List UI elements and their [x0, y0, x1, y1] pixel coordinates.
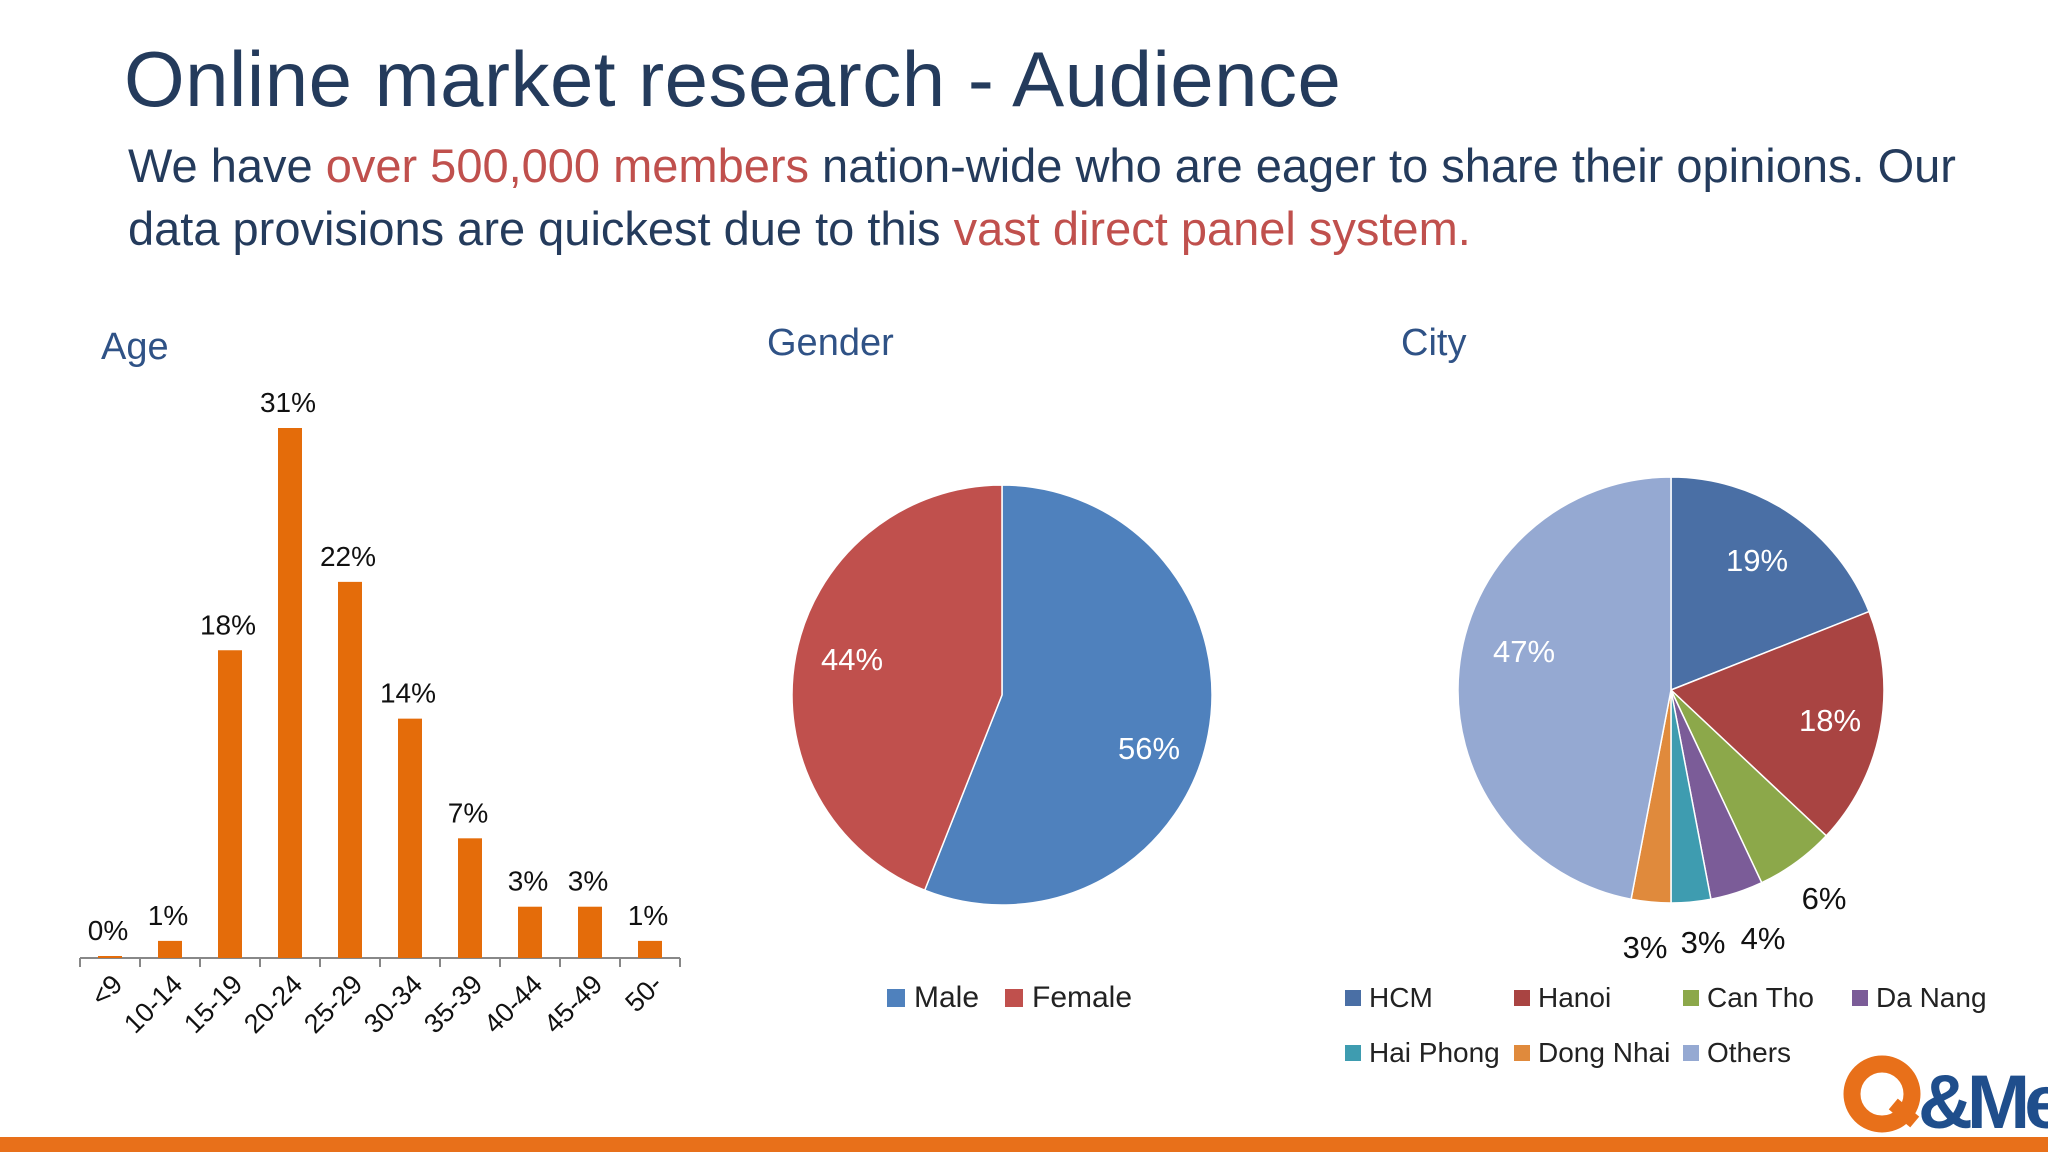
logo-lettering: &Me — [1843, 1055, 2048, 1136]
city-legend-swatch-hcm — [1345, 990, 1361, 1006]
gender-legend-label-male: Male — [914, 981, 979, 1014]
age-data-label: 1% — [148, 900, 188, 931]
age-bar-30-34 — [398, 718, 422, 958]
gender-data-label: 44% — [821, 642, 883, 677]
city-legend-swatch-hai-phong — [1345, 1045, 1361, 1061]
city-slice-hcm — [1670, 476, 1871, 692]
city-legend-swatch-can-tho — [1683, 990, 1699, 1006]
city-data-label: 18% — [1799, 703, 1861, 738]
city-data-label: 4% — [1741, 921, 1786, 956]
age-bar-25-29 — [338, 581, 362, 958]
age-data-label: 22% — [320, 541, 376, 572]
age-data-label: 1% — [628, 900, 668, 931]
gender-legend-swatch-female — [1005, 989, 1023, 1007]
city-data-label: 6% — [1802, 881, 1847, 916]
age-data-label: 3% — [568, 866, 608, 897]
gender-legend-swatch-male — [887, 989, 905, 1007]
age-tick-label: 15-19 — [178, 969, 248, 1039]
age-tick-label: 45-49 — [538, 969, 608, 1039]
age-tick-label: 20-24 — [238, 969, 308, 1039]
gender-chart-title: Gender — [767, 322, 894, 364]
age-bar-50- — [638, 940, 662, 958]
gender-legend-label-female: Female — [1032, 981, 1132, 1014]
gender-slice-female — [791, 484, 1003, 892]
gender-slice-male — [923, 484, 1213, 906]
city-legend-swatch-others — [1683, 1045, 1699, 1061]
age-data-label: 31% — [260, 387, 316, 418]
city-data-label: 19% — [1726, 543, 1788, 578]
gender-data-label: 56% — [1118, 731, 1180, 766]
subtitle-text-2: nation-wide who are eager to share their… — [128, 139, 1956, 255]
city-chart-title: City — [1401, 322, 1467, 364]
age-bar-20-24 — [278, 428, 302, 958]
city-legend-label-hanoi: Hanoi — [1538, 982, 1611, 1013]
city-legend-label-dong-nhai: Dong Nhai — [1538, 1037, 1670, 1068]
city-legend-swatch-dong-nhai — [1514, 1045, 1530, 1061]
age-bar-40-44 — [518, 906, 542, 958]
age-bar-10-14 — [158, 940, 182, 958]
city-legend-label-others: Others — [1707, 1037, 1791, 1068]
city-legend-label-hai-phong: Hai Phong — [1369, 1037, 1500, 1068]
city-legend-label-hcm: HCM — [1369, 982, 1433, 1013]
age-tick-label: 10-14 — [118, 969, 188, 1039]
city-slice-others — [1457, 476, 1672, 901]
age-bar-45-49 — [578, 906, 602, 958]
age-data-label: 3% — [508, 866, 548, 897]
q-and-me-logo: &Me — [1842, 1050, 2048, 1136]
city-legend-swatch-da-nang — [1852, 990, 1868, 1006]
age-tick-label: 30-34 — [358, 969, 428, 1039]
page-title: Online market research - Audience — [124, 35, 1342, 123]
age-bar-35-39 — [458, 838, 482, 958]
age-tick-label: <9 — [85, 969, 128, 1012]
city-legend-label-da-nang: Da Nang — [1876, 982, 1987, 1013]
city-data-label: 47% — [1493, 634, 1555, 669]
city-data-label: 3% — [1623, 930, 1668, 965]
subtitle-highlight-members: over 500,000 members — [325, 139, 809, 192]
age-tick-label: 50- — [619, 969, 668, 1018]
age-data-label: 18% — [200, 609, 256, 640]
age-data-label: 0% — [88, 915, 128, 946]
city-legend-label-can-tho: Can Tho — [1707, 982, 1814, 1013]
age-tick-label: 35-39 — [418, 969, 488, 1039]
city-legend-swatch-hanoi — [1514, 990, 1530, 1006]
age-tick-label: 25-29 — [298, 969, 368, 1039]
bottom-accent-bar — [0, 1137, 2048, 1152]
age-chart-title: Age — [101, 326, 169, 368]
svg-text:&Me: &Me — [1918, 1060, 2048, 1136]
subtitle-highlight-panel: vast direct panel system. — [953, 202, 1471, 255]
age-bar-15-19 — [218, 650, 242, 958]
age-data-label: 14% — [380, 678, 436, 709]
city-slice-hanoi — [1669, 610, 1885, 837]
city-data-label: 3% — [1681, 925, 1726, 960]
age-data-label: 7% — [448, 797, 488, 828]
subtitle-text-1: We have — [128, 139, 326, 192]
age-tick-label: 40-44 — [478, 969, 548, 1039]
page-subtitle: We have over 500,000 members nation-wide… — [128, 134, 2008, 260]
age-bar-<9 — [98, 956, 122, 958]
